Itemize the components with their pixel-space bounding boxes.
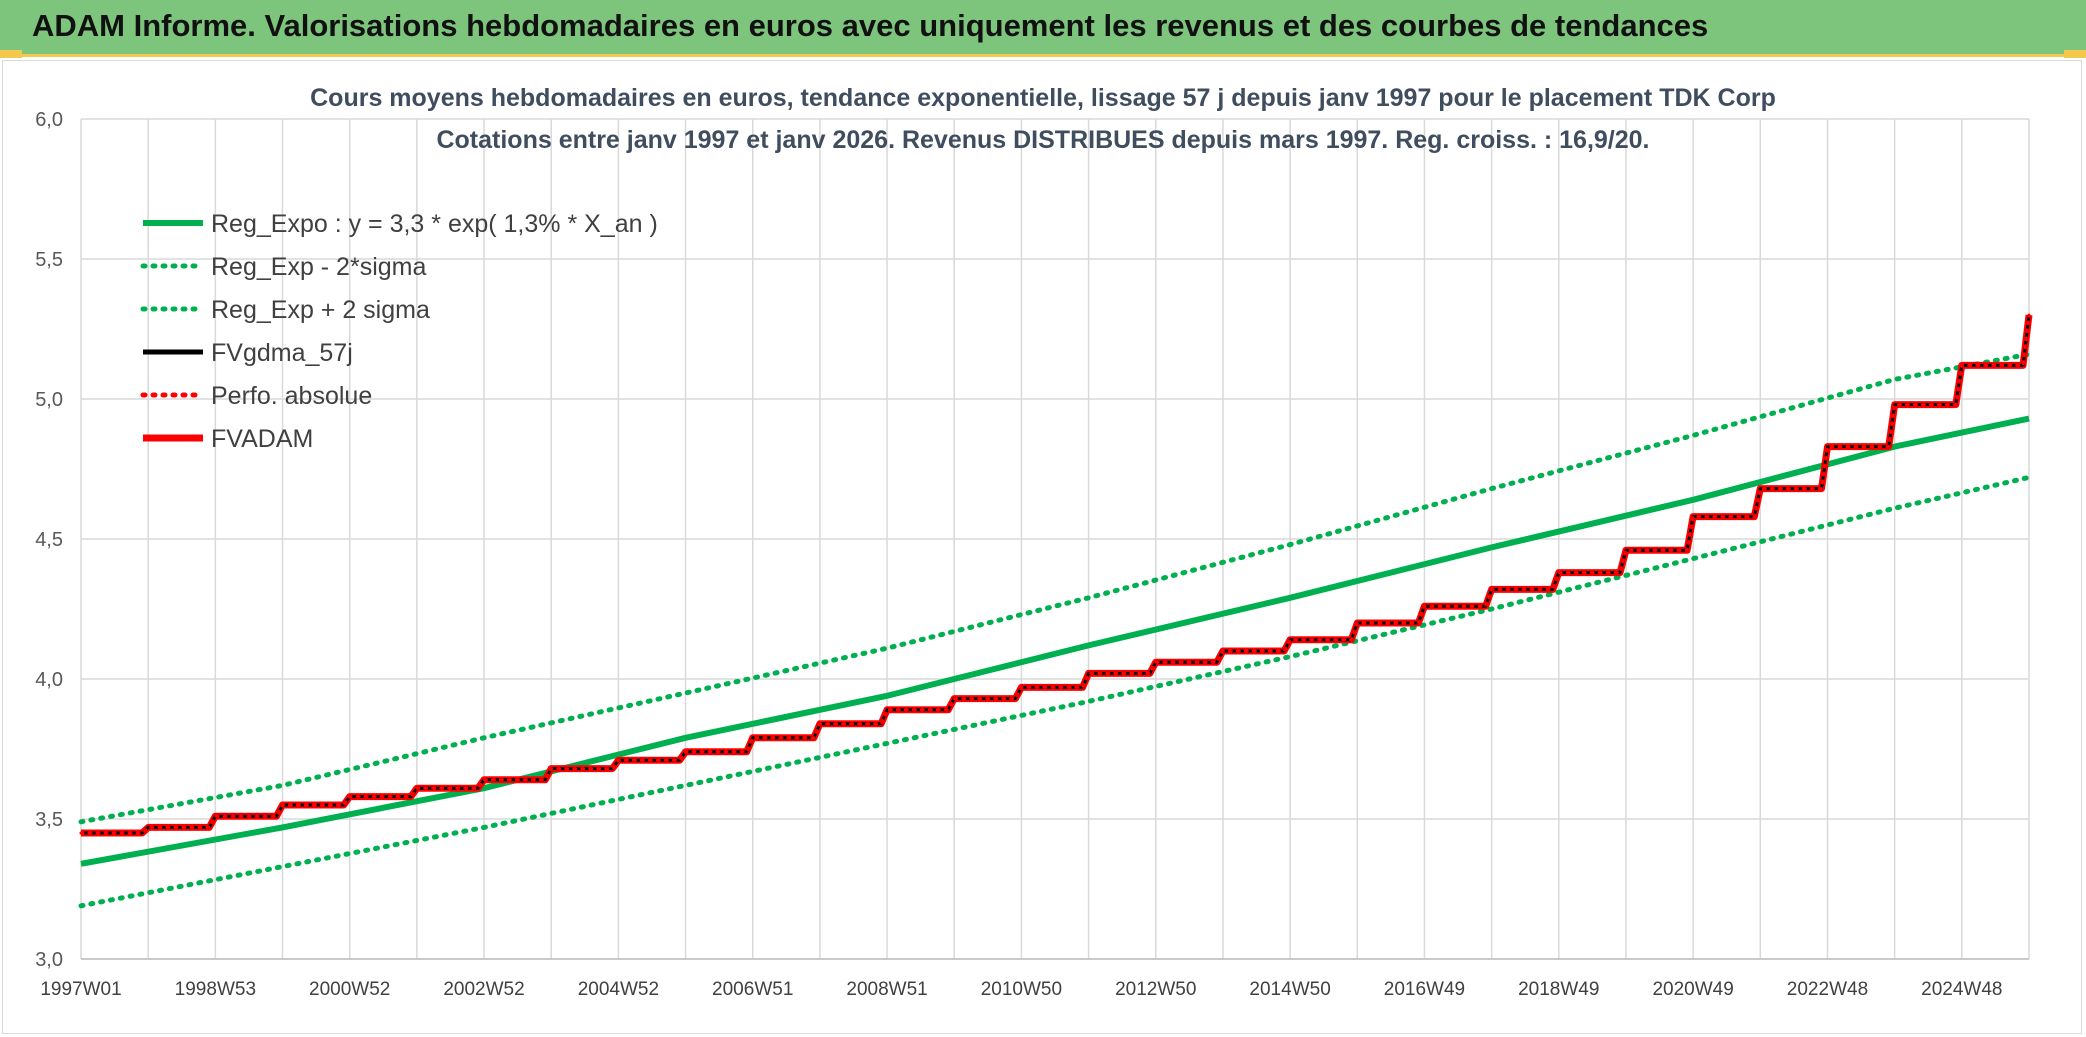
x-tick-label: 2012W50 [1115, 979, 1196, 1000]
x-tick-label: 2016W49 [1384, 979, 1465, 1000]
legend-label: FVADAM [211, 425, 313, 453]
series-line-3 [81, 314, 2031, 835]
legend-label: Perfo. absolue [211, 382, 372, 410]
x-tick-label: 2024W48 [1921, 979, 2002, 1000]
legend-label: Reg_Expo : y = 3,3 * exp( 1,3% * X_an ) [211, 210, 658, 238]
report-title: ADAM Informe. Valorisations hebdomadaire… [32, 8, 1709, 43]
header-accent-right [2064, 50, 2086, 58]
y-tick-label: 3,0 [35, 949, 63, 971]
legend-label: Reg_Exp - 2*sigma [211, 253, 426, 281]
chart-subtitle-line: Cotations entre janv 1997 et janv 2026. … [436, 126, 1649, 154]
x-tick-label: 2006W51 [712, 979, 793, 1000]
y-tick-label: 4,5 [35, 529, 63, 551]
y-tick-label: 5,5 [35, 249, 63, 271]
series-line-1 [78, 474, 2032, 909]
y-tick-label: 5,0 [35, 389, 63, 411]
series-line-4 [79, 313, 2031, 835]
x-tick-label: 2008W51 [846, 979, 927, 1000]
chart-subtitle-line: Cours moyens hebdomadaires en euros, ten… [310, 84, 1776, 112]
axes: 3,0 3,5 4,0 4,5 5,0 5,5 6,0 1997W01 1998W53 2000W… [35, 109, 2029, 1000]
chart-frame: 3,0 3,5 4,0 4,5 5,0 5,5 6,0 1997W01 1998W53 2000W… [2, 60, 2082, 1034]
legend: Reg_Expo : y = 3,3 * exp( 1,3% * X_an ) R… [140, 210, 658, 453]
report-header: ADAM Informe. Valorisations hebdomadaire… [0, 0, 2086, 57]
legend-label: Reg_Exp + 2 sigma [211, 296, 430, 324]
x-tick-label: 2002W52 [443, 979, 524, 1000]
line-chart: 3,0 3,5 4,0 4,5 5,0 5,5 6,0 1997W01 1998W53 2000W… [35, 84, 2033, 1000]
x-tick-label: 2010W50 [981, 979, 1062, 1000]
y-tick-label: 3,5 [35, 809, 63, 831]
x-tick-label: 2022W48 [1787, 979, 1868, 1000]
x-tick-label: 1998W53 [175, 979, 256, 1000]
series [78, 313, 2033, 909]
series-line-5 [81, 314, 2033, 837]
header-accent-left [0, 50, 22, 58]
chart-subtitle: Cours moyens hebdomadaires en euros, ten… [310, 84, 1776, 154]
y-tick-label: 4,0 [35, 669, 63, 691]
legend-label: FVgdma_57j [211, 339, 353, 367]
series-line-0 [80, 415, 2030, 867]
x-tick-label: 2014W50 [1249, 979, 1330, 1000]
x-tick-label: 2020W49 [1652, 979, 1733, 1000]
y-tick-label: 6,0 [35, 109, 63, 131]
series-line-2 [78, 351, 2032, 825]
x-tick-label: 2018W49 [1518, 979, 1599, 1000]
grid [80, 118, 2030, 960]
x-tick-label: 1997W01 [40, 979, 121, 1000]
x-tick-label: 2004W52 [578, 979, 659, 1000]
x-tick-label: 2000W52 [309, 979, 390, 1000]
